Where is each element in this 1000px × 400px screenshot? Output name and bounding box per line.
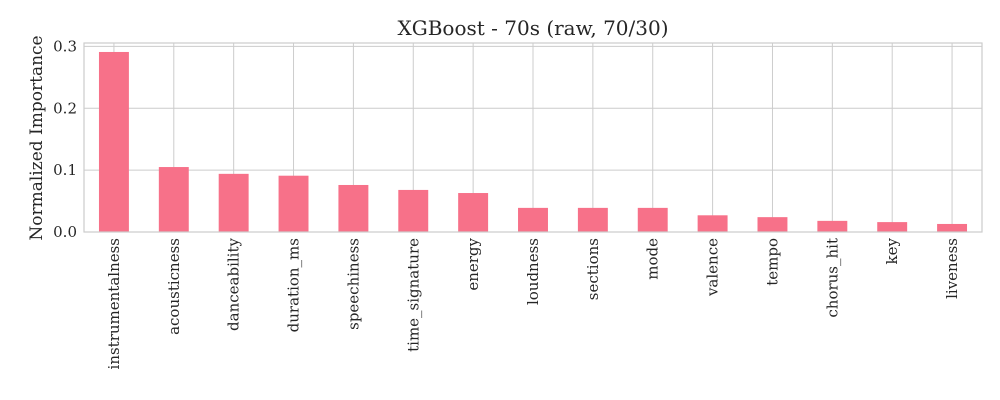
bar-key bbox=[877, 222, 908, 232]
bars-layer bbox=[98, 51, 968, 233]
chart-title: XGBoost - 70s (raw, 70/30) bbox=[397, 16, 668, 40]
plot-frame bbox=[83, 42, 983, 233]
bar-instrumentalness bbox=[98, 51, 129, 233]
bar-valence bbox=[697, 215, 728, 232]
y-tick-labels: 0.0 0.1 0.2 0.3 bbox=[53, 37, 77, 241]
x-tick-label: key bbox=[883, 237, 901, 264]
x-tick-label: time_signature bbox=[404, 238, 422, 352]
bar-chorus-hit bbox=[817, 220, 848, 232]
grid-layer bbox=[84, 43, 982, 233]
x-tick-label: sections bbox=[584, 238, 602, 300]
bar-mode bbox=[637, 207, 668, 232]
y-tick-label: 0.3 bbox=[53, 37, 77, 55]
bar-sections bbox=[577, 207, 608, 232]
bar-speechiness bbox=[338, 184, 369, 232]
y-tick-label: 0.2 bbox=[53, 99, 77, 117]
bar-time-signature bbox=[398, 189, 429, 232]
bar-energy bbox=[458, 193, 489, 232]
x-tick-label: speechiness bbox=[344, 238, 362, 330]
x-tick-label: chorus_hit bbox=[823, 238, 841, 318]
x-tick-label: valence bbox=[704, 238, 722, 297]
x-tick-label: duration_ms bbox=[285, 238, 303, 332]
x-tick-label: loudness bbox=[524, 238, 542, 305]
y-tick-label: 0.1 bbox=[53, 161, 77, 179]
bar-tempo bbox=[757, 217, 788, 232]
bar-acousticness bbox=[158, 167, 189, 232]
bar-danceability bbox=[218, 173, 249, 232]
x-tick-label: danceability bbox=[225, 237, 243, 330]
y-axis-label: Normalized Importance bbox=[27, 35, 47, 240]
x-tick-labels: instrumentalness acousticness danceability… bbox=[105, 237, 961, 369]
x-tick-label: liveness bbox=[943, 238, 961, 299]
y-tick-label: 0.0 bbox=[53, 223, 77, 241]
x-tick-label: instrumentalness bbox=[105, 238, 123, 369]
x-tick-label: tempo bbox=[763, 238, 781, 286]
x-tick-label: acousticness bbox=[165, 238, 183, 335]
bar-liveness bbox=[937, 223, 968, 232]
bar-duration-ms bbox=[278, 175, 309, 232]
x-tick-label: energy bbox=[464, 237, 482, 290]
bar-loudness bbox=[518, 207, 548, 232]
x-tick-label: mode bbox=[644, 238, 662, 280]
